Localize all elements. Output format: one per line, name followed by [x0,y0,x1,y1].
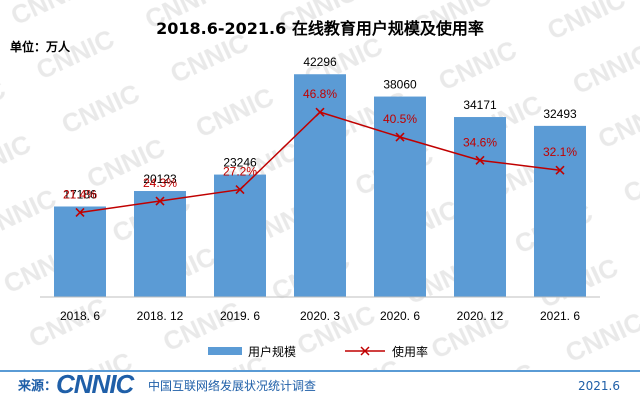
chart-title: 2018.6-2021.6 在线教育用户规模及使用率 [156,19,484,38]
bar-series [54,74,586,298]
rate-value-labels: 21.4% 24.3% 27.2% 46.8% 40.5% 34.6% 32.1% [63,87,577,201]
bar-value-label: 23246 [223,156,257,170]
bar [134,191,186,297]
rate-value-label: 34.6% [463,135,497,149]
x-tick-label: 2020. 12 [457,309,504,323]
bar [454,117,506,297]
x-axis-tick-labels: 2018. 6 2018. 12 2019. 6 2020. 3 2020. 6 2020… [60,309,580,323]
rate-value-label: 21.4% [63,187,97,201]
legend: 用户规模 使用率 [208,344,428,359]
rate-point-marker [235,184,245,195]
cnnic-logo: CNNIC [56,372,136,399]
legend-swatch-bar [208,347,242,355]
rate-value-label: 24.3% [143,176,177,190]
rate-point-marker [555,165,565,175]
bar-value-label: 32493 [543,107,577,121]
bar-value-label: 20123 [143,172,177,186]
x-tick-label: 2018. 12 [137,309,184,323]
x-tick-label: 2018. 6 [60,309,100,323]
footer-canvas: 来源： CNNIC 中国互联网络发展状况统计调查 2021.6 [17,369,620,399]
legend-marker-icon [360,346,370,356]
bar [54,206,106,297]
legend-label-bar: 用户规模 [248,344,296,359]
rate-point-marker [155,196,165,206]
unit-label: 单位：万人 [10,39,71,54]
bar-value-label: 34171 [463,98,497,112]
x-tick-label: 2019. 6 [220,309,260,323]
rate-value-label: 40.5% [383,112,417,126]
x-tick-label: 2020. 3 [300,309,340,323]
organization-name: 中国互联网络发展状况统计调查 [148,378,316,393]
rate-value-label: 46.8% [303,87,337,101]
footer: 来源： CNNIC 中国互联网络发展状况统计调查 2021.6 [0,369,640,412]
rate-value-label: 27.2% [223,165,257,179]
x-tick-label: 2021. 6 [540,309,580,323]
bar [374,96,426,298]
rate-line-series [75,107,565,218]
bar [214,174,266,297]
rate-point-marker [395,132,405,142]
legend-label-line: 使用率 [392,344,428,359]
bar-value-label: 38060 [383,78,417,92]
rate-point-marker [75,207,85,218]
bar [294,74,346,298]
report-date: 2021.6 [578,379,620,393]
bar-value-label: 42296 [303,55,337,69]
bar-value-labels: 17186 20123 23246 42296 38060 34171 32493 [63,55,577,201]
x-tick-label: 2020. 6 [380,309,420,323]
bar-value-label: 17186 [63,187,97,201]
chart-canvas: CNNIC 2018.6-2021.6 在线教育用户规模及使用率 单位：万人 1… [0,0,640,370]
bar [534,125,586,297]
rate-point-marker [315,107,325,117]
source-label: 来源： [17,378,57,394]
rate-value-label: 32.1% [543,145,577,159]
rate-point-marker [475,155,485,165]
